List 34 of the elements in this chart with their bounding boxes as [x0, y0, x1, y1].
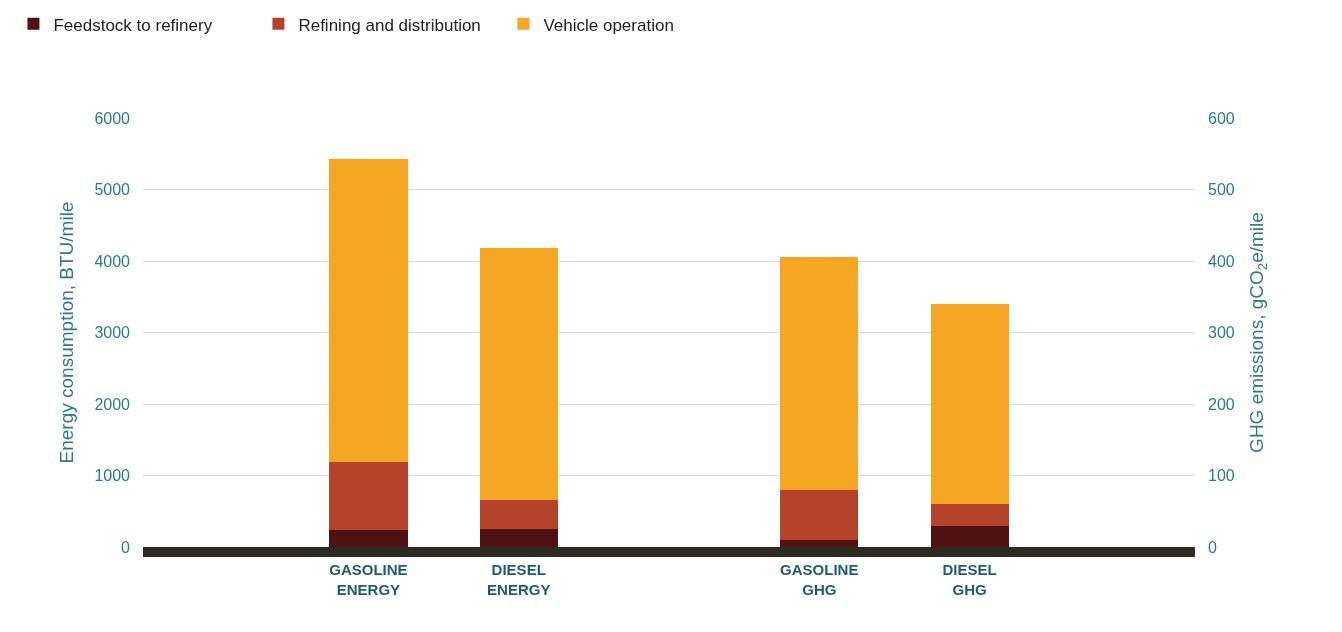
y2-tick-label: 600 [1208, 109, 1235, 127]
bar [930, 303, 1009, 505]
y2-tick-label: 100 [1208, 467, 1235, 485]
bar [780, 539, 859, 547]
bar [479, 529, 558, 547]
x-tick-label: GASOLINE GHG [780, 561, 859, 598]
x-tick-label: GASOLINE ENERGY [329, 561, 408, 598]
y2-tick-label: 0 [1208, 538, 1217, 556]
x-tick-label: DIESEL ENERGY [487, 561, 551, 598]
y-axis-title: Energy consumption, BTU/mile [56, 201, 78, 464]
legend-label: Feedstock to refinery [53, 15, 213, 35]
y-tick-label: 5000 [94, 181, 131, 199]
y2-tick-label: 200 [1208, 395, 1235, 413]
bar [479, 499, 558, 530]
bar [329, 159, 408, 462]
y-tick-label: 0 [121, 538, 131, 556]
y2-tick-label: 400 [1208, 252, 1235, 270]
y-tick-label: 1000 [94, 467, 131, 485]
bar [780, 489, 859, 540]
bar [329, 461, 408, 530]
x-tick-label: DIESEL GHG [942, 561, 997, 598]
bar [329, 529, 408, 547]
bar [780, 257, 859, 490]
y2-tick-label: 500 [1208, 181, 1235, 199]
bar [930, 504, 1009, 526]
legend-label: Refining and distribution [298, 15, 481, 35]
bar [479, 248, 558, 500]
legend-label: Vehicle operation [543, 15, 674, 35]
y-tick-label: 4000 [94, 252, 131, 270]
y2-tick-label: 300 [1208, 324, 1235, 342]
y-tick-label: 6000 [94, 109, 131, 127]
y-tick-label: 3000 [94, 324, 131, 342]
bar [930, 525, 1009, 547]
y-tick-label: 2000 [94, 395, 131, 413]
